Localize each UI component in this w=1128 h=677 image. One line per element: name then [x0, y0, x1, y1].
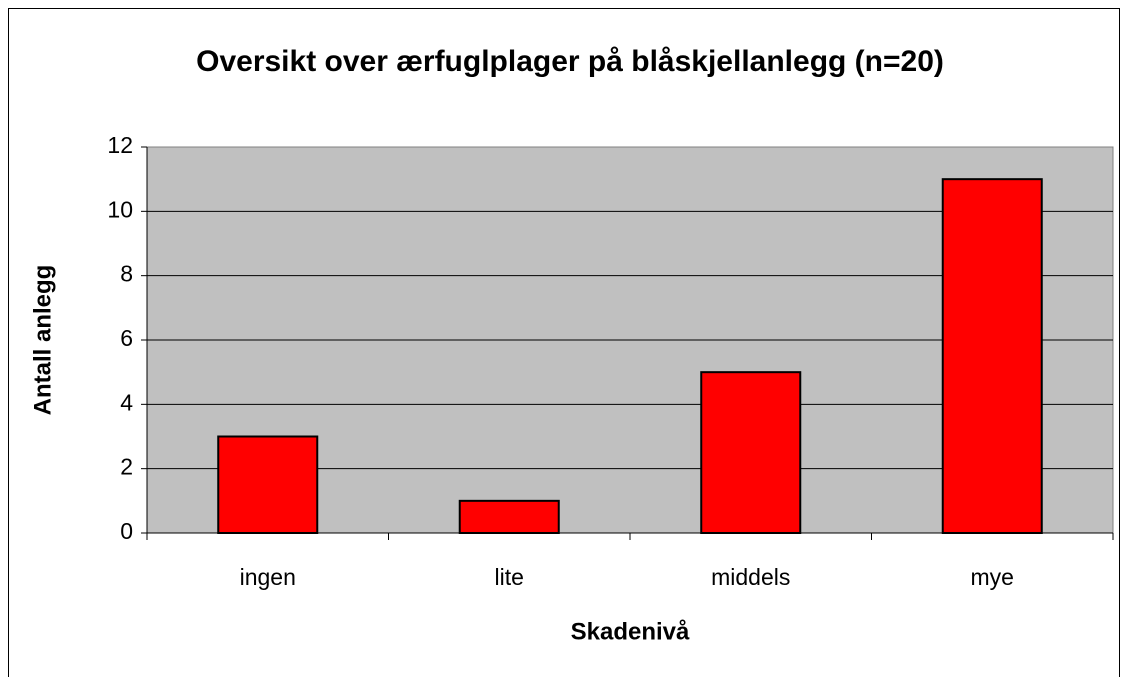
bar — [700, 371, 802, 534]
y-axis-title: Antall anlegg — [29, 265, 56, 416]
y-tick-label: 2 — [120, 454, 133, 480]
y-tick-label: 10 — [107, 196, 133, 222]
x-axis-title: Skadenivå — [571, 618, 690, 645]
bar — [217, 435, 319, 534]
y-tick-label: 12 — [107, 132, 133, 158]
y-tick-label: 8 — [120, 261, 133, 287]
y-tick-label: 6 — [120, 325, 133, 351]
bar — [941, 178, 1043, 535]
bar — [458, 499, 560, 535]
y-tick-label: 4 — [120, 389, 133, 415]
x-tick-label: ingen — [240, 564, 296, 590]
x-tick-label: mye — [971, 564, 1014, 590]
x-tick-label: middels — [711, 564, 790, 590]
chart-title: Oversikt over ærfuglplager på blåskjella… — [196, 45, 944, 78]
y-tick-label: 0 — [120, 518, 133, 544]
x-tick-label: lite — [495, 564, 524, 590]
